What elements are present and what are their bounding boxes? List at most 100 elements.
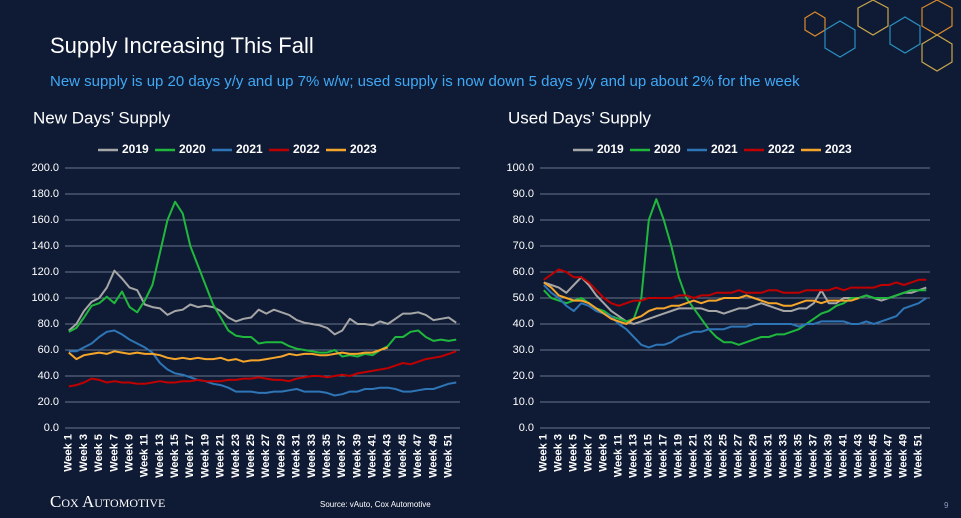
legend-label: 2021 <box>711 142 738 156</box>
series-line <box>543 284 927 349</box>
x-tick-label: Week 13 <box>154 434 166 478</box>
x-tick-label: Week 5 <box>93 434 105 472</box>
x-tick-label: Week 33 <box>306 434 318 478</box>
legend-label: 2021 <box>236 142 263 156</box>
chart-title: New Days’ Supply <box>33 108 171 127</box>
x-tick-label: Week 9 <box>123 434 135 472</box>
legend-label: 2020 <box>179 142 206 156</box>
y-tick-label: 20.0 <box>513 370 534 382</box>
y-tick-label: 80.0 <box>513 214 534 226</box>
legend-label: 2020 <box>654 142 681 156</box>
y-tick-label: 40.0 <box>38 370 59 382</box>
x-tick-label: Week 11 <box>613 434 625 477</box>
series-line <box>68 350 457 388</box>
x-tick-label: Week 51 <box>913 434 925 478</box>
x-tick-label: Week 45 <box>397 434 409 478</box>
x-tick-label: Week 41 <box>367 434 379 478</box>
x-tick-label: Week 43 <box>382 434 394 478</box>
x-tick-label: Week 51 <box>443 434 455 478</box>
x-tick-label: Week 15 <box>169 434 181 478</box>
x-tick-label: Week 7 <box>583 434 595 472</box>
x-tick-label: Week 35 <box>793 434 805 478</box>
x-tick-label: Week 1 <box>538 434 550 472</box>
x-tick-label: Week 27 <box>260 434 272 478</box>
legend-label: 2022 <box>768 142 795 156</box>
x-tick-label: Week 5 <box>568 434 580 472</box>
y-tick-label: 60.0 <box>38 344 59 356</box>
slide-subtitle: New supply is up 20 days y/y and up 7% w… <box>50 73 800 90</box>
y-tick-label: 90.0 <box>513 188 534 200</box>
y-tick-label: 0.0 <box>44 422 59 434</box>
x-tick-label: Week 39 <box>823 434 835 478</box>
x-tick-label: Week 31 <box>291 434 303 478</box>
series-line <box>68 346 389 363</box>
y-tick-label: 0.0 <box>519 422 534 434</box>
x-tick-label: Week 27 <box>733 434 745 478</box>
x-tick-label: Week 21 <box>688 434 700 478</box>
y-tick-label: 60.0 <box>513 266 534 278</box>
y-tick-label: 120.0 <box>31 266 59 278</box>
legend-label: 2022 <box>293 142 320 156</box>
legend-label: 2019 <box>122 142 149 156</box>
x-tick-label: Week 17 <box>658 434 670 478</box>
page-number: 9 <box>944 501 949 510</box>
x-tick-label: Week 23 <box>230 434 242 478</box>
x-tick-label: Week 37 <box>336 434 348 478</box>
x-tick-label: Week 25 <box>718 434 730 478</box>
x-tick-label: Week 39 <box>351 434 363 478</box>
x-tick-label: Week 33 <box>778 434 790 478</box>
series-line <box>543 198 927 346</box>
legend-label: 2019 <box>597 142 624 156</box>
x-tick-label: Week 35 <box>321 434 333 478</box>
x-tick-label: Week 19 <box>673 434 685 478</box>
legend-label: 2023 <box>825 142 852 156</box>
y-tick-label: 180.0 <box>31 188 59 200</box>
x-tick-label: Week 23 <box>703 434 715 478</box>
y-tick-label: 100.0 <box>31 292 59 304</box>
y-tick-label: 10.0 <box>513 396 534 408</box>
series-line <box>68 269 457 336</box>
series-line <box>543 281 860 325</box>
x-tick-label: Week 29 <box>275 434 287 478</box>
x-tick-label: Week 25 <box>245 434 257 478</box>
x-tick-label: Week 21 <box>215 434 227 478</box>
x-tick-label: Week 19 <box>199 434 211 478</box>
y-tick-label: 40.0 <box>513 318 534 330</box>
series-line <box>68 200 457 358</box>
y-tick-label: 140.0 <box>31 240 59 252</box>
x-tick-label: Week 29 <box>748 434 760 478</box>
slide-title: Supply Increasing This Fall <box>50 33 314 58</box>
x-tick-label: Week 13 <box>628 434 640 478</box>
x-tick-label: Week 47 <box>412 434 424 478</box>
logo: Cox Automotive <box>50 492 165 511</box>
x-tick-label: Week 41 <box>838 434 850 478</box>
x-tick-label: Week 9 <box>598 434 610 472</box>
chart-title: Used Days’ Supply <box>508 108 651 127</box>
series-line <box>543 268 927 307</box>
y-tick-label: 50.0 <box>513 292 534 304</box>
x-tick-label: Week 43 <box>853 434 865 478</box>
x-tick-label: Week 37 <box>808 434 820 478</box>
x-tick-label: Week 31 <box>763 434 775 478</box>
x-tick-label: Week 45 <box>868 434 880 478</box>
x-tick-label: Week 7 <box>108 434 120 472</box>
y-tick-label: 30.0 <box>513 344 534 356</box>
y-tick-label: 80.0 <box>38 318 59 330</box>
x-tick-label: Week 11 <box>139 434 151 477</box>
y-tick-label: 20.0 <box>38 396 59 408</box>
y-tick-label: 200.0 <box>31 162 59 174</box>
legend-label: 2023 <box>350 142 377 156</box>
y-tick-label: 160.0 <box>31 214 59 226</box>
hexagon-decoration <box>804 0 953 72</box>
x-tick-label: Week 15 <box>643 434 655 478</box>
y-tick-label: 70.0 <box>513 240 534 252</box>
x-tick-label: Week 49 <box>898 434 910 478</box>
y-tick-label: 100.0 <box>506 162 534 174</box>
x-tick-label: Week 3 <box>78 434 90 472</box>
source: Source: vAuto, Cox Automotive <box>320 500 431 509</box>
x-tick-label: Week 3 <box>553 434 565 472</box>
x-tick-label: Week 47 <box>883 434 895 478</box>
x-tick-label: Week 1 <box>63 434 75 472</box>
